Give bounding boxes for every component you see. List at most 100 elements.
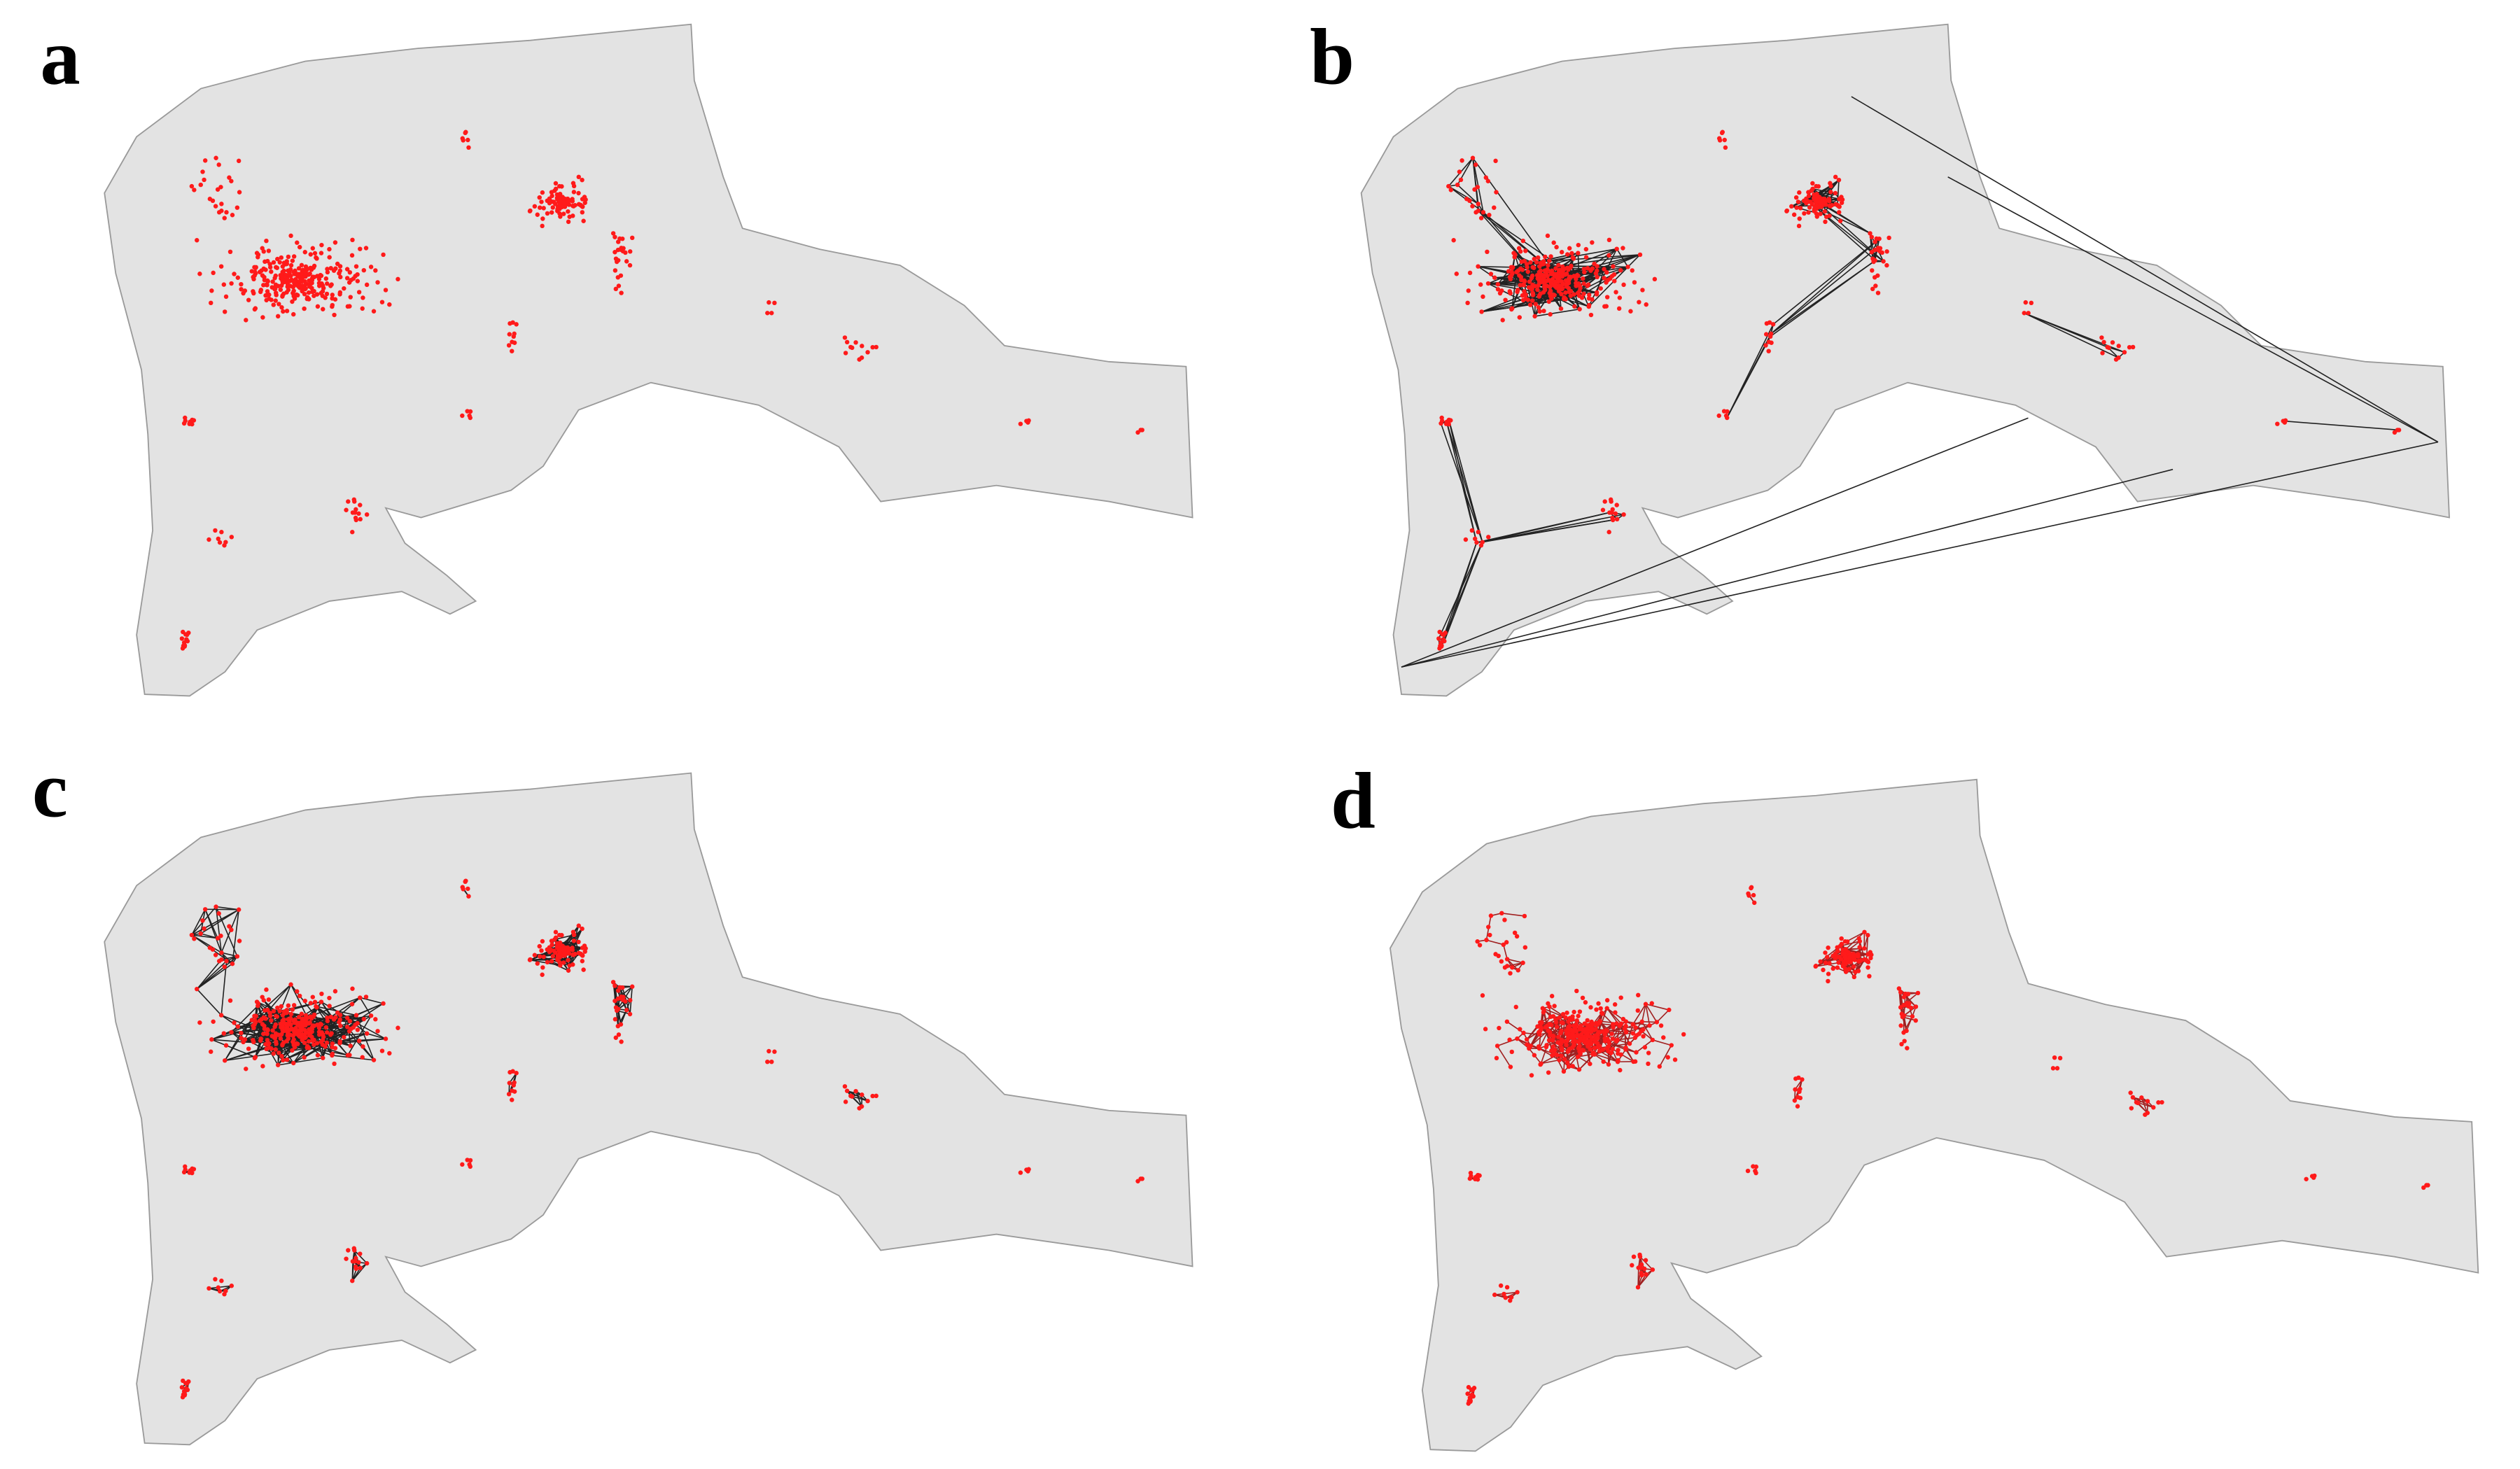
point bbox=[227, 249, 233, 255]
point bbox=[280, 280, 286, 286]
point bbox=[1562, 267, 1567, 272]
point bbox=[349, 1026, 354, 1032]
point bbox=[2052, 1055, 2057, 1060]
point bbox=[1595, 1041, 1600, 1046]
point bbox=[278, 1036, 284, 1041]
point bbox=[1618, 1067, 1623, 1073]
point bbox=[323, 276, 329, 281]
point bbox=[330, 1041, 335, 1046]
point bbox=[296, 266, 302, 271]
edge bbox=[1900, 992, 1917, 1007]
point bbox=[222, 964, 227, 969]
edge bbox=[1539, 1048, 1560, 1061]
point bbox=[580, 926, 584, 932]
point bbox=[265, 283, 270, 288]
point bbox=[1576, 251, 1581, 255]
point bbox=[1439, 415, 1444, 421]
point bbox=[373, 1017, 378, 1022]
point bbox=[2023, 300, 2028, 305]
point bbox=[265, 1037, 270, 1043]
point bbox=[323, 1044, 328, 1049]
point bbox=[1564, 1060, 1570, 1065]
point bbox=[356, 1039, 362, 1043]
point bbox=[213, 528, 218, 533]
point bbox=[1646, 1050, 1651, 1055]
point bbox=[1867, 974, 1872, 979]
edge bbox=[1486, 939, 1504, 946]
point bbox=[507, 321, 512, 326]
point bbox=[1469, 528, 1475, 533]
point bbox=[271, 260, 276, 265]
point bbox=[319, 242, 324, 248]
point bbox=[1512, 930, 1518, 936]
point bbox=[342, 286, 346, 291]
point bbox=[1572, 1009, 1576, 1015]
edge bbox=[211, 1032, 232, 1041]
edge bbox=[1476, 512, 1610, 543]
point bbox=[1595, 1036, 1600, 1041]
point bbox=[583, 197, 588, 202]
point bbox=[1601, 1059, 1606, 1064]
point bbox=[540, 939, 545, 944]
point bbox=[461, 887, 465, 892]
point bbox=[327, 255, 332, 260]
point bbox=[511, 1083, 516, 1088]
point bbox=[284, 1021, 288, 1027]
edge bbox=[1815, 962, 1839, 967]
point bbox=[264, 297, 269, 303]
point bbox=[1595, 290, 1600, 295]
edge bbox=[1772, 238, 1880, 325]
point bbox=[2139, 1095, 2144, 1100]
point bbox=[310, 994, 316, 999]
point bbox=[1647, 1023, 1652, 1028]
point bbox=[1641, 1034, 1646, 1039]
point bbox=[1502, 1291, 1506, 1297]
point bbox=[1904, 1028, 1909, 1034]
point bbox=[1549, 1022, 1554, 1027]
point bbox=[253, 1014, 258, 1019]
point bbox=[1485, 178, 1491, 183]
point bbox=[269, 1046, 274, 1051]
point bbox=[1827, 961, 1832, 966]
point bbox=[197, 1020, 202, 1025]
point bbox=[213, 953, 218, 957]
point bbox=[1636, 992, 1641, 998]
point bbox=[1548, 293, 1554, 298]
point bbox=[1548, 1033, 1553, 1038]
edge bbox=[225, 1052, 279, 1062]
point bbox=[1549, 994, 1555, 999]
point bbox=[1826, 971, 1831, 976]
point bbox=[1597, 1048, 1602, 1054]
point bbox=[1504, 940, 1509, 945]
point bbox=[195, 238, 200, 243]
point bbox=[264, 238, 269, 244]
point bbox=[557, 960, 562, 965]
edge bbox=[1830, 185, 1833, 206]
point bbox=[328, 266, 333, 271]
point bbox=[1581, 276, 1586, 281]
point bbox=[1516, 968, 1520, 973]
edge bbox=[278, 1057, 323, 1066]
point bbox=[614, 1008, 620, 1013]
edge bbox=[191, 934, 222, 953]
edge bbox=[351, 1267, 361, 1281]
edge bbox=[316, 1006, 357, 1016]
point bbox=[1556, 1034, 1561, 1039]
point bbox=[302, 250, 307, 255]
point bbox=[330, 304, 335, 309]
point bbox=[267, 262, 272, 267]
point bbox=[300, 283, 305, 288]
point bbox=[1877, 248, 1882, 254]
point bbox=[358, 502, 363, 507]
point bbox=[843, 1099, 848, 1104]
point bbox=[229, 927, 234, 932]
point bbox=[580, 953, 585, 958]
point bbox=[1560, 286, 1565, 291]
point bbox=[1816, 204, 1821, 209]
point bbox=[264, 1046, 269, 1052]
point bbox=[312, 999, 318, 1004]
edge bbox=[354, 1250, 368, 1264]
point bbox=[239, 287, 244, 292]
point bbox=[537, 943, 542, 949]
point bbox=[315, 1053, 321, 1057]
